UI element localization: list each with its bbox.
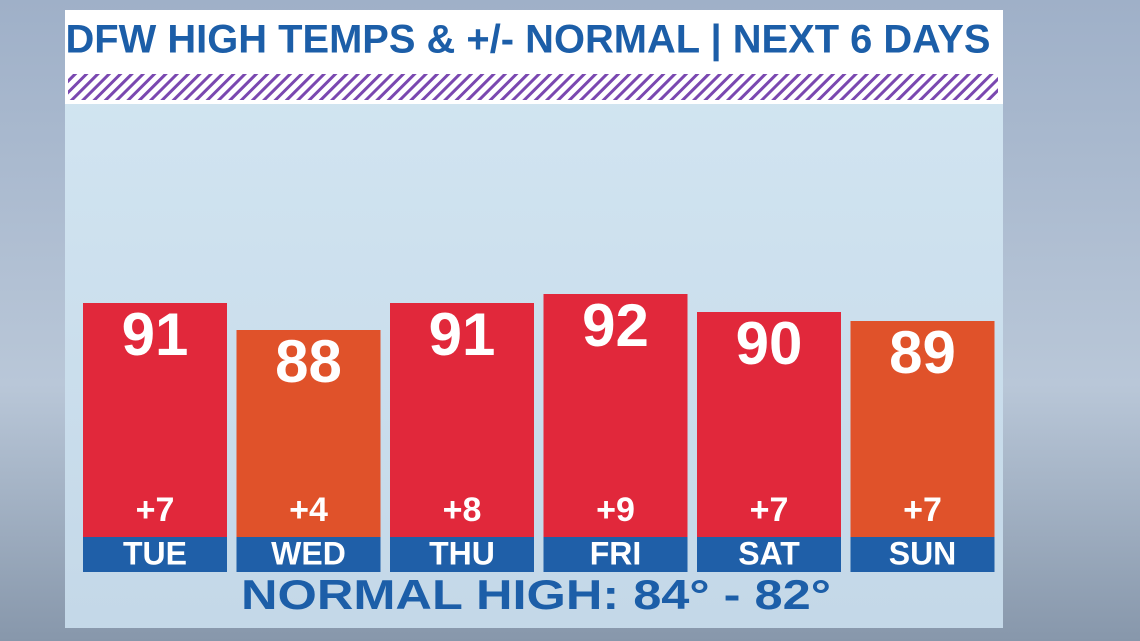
x-tick-label: SUN [889, 535, 957, 571]
bar [697, 312, 841, 537]
value-label: 88 [275, 328, 342, 395]
bar [543, 294, 688, 537]
bar [83, 303, 227, 537]
departure-label: +9 [596, 491, 635, 529]
bar [390, 303, 534, 537]
x-tick-label: WED [271, 535, 346, 571]
day-band [850, 537, 995, 572]
value-label: 90 [736, 310, 803, 377]
departure-label: +7 [136, 491, 175, 529]
departure-label: +7 [903, 491, 942, 529]
title-band [65, 10, 1003, 70]
subtitle: NORMAL HIGH: 84° - 82° [241, 571, 831, 618]
day-band [697, 537, 841, 572]
x-tick-label: SAT [738, 535, 800, 571]
value-label: 91 [122, 301, 189, 368]
bar [850, 321, 995, 537]
day-band [543, 537, 688, 572]
x-tick-label: FRI [590, 535, 642, 571]
bar [236, 330, 381, 537]
departure-label: +4 [289, 491, 328, 529]
day-band [236, 537, 381, 572]
day-band [83, 537, 227, 572]
chart-title: DFW HIGH TEMPS & +/- NORMAL | NEXT 6 DAY… [66, 18, 991, 62]
x-tick-label: THU [429, 535, 495, 571]
value-label: 91 [429, 301, 496, 368]
departure-label: +7 [750, 491, 789, 529]
x-tick-label: TUE [123, 535, 187, 571]
hatch-stripe [68, 74, 998, 100]
departure-label: +8 [443, 491, 482, 529]
day-band [390, 537, 534, 572]
value-label: 89 [889, 319, 956, 386]
value-label: 92 [582, 292, 649, 359]
